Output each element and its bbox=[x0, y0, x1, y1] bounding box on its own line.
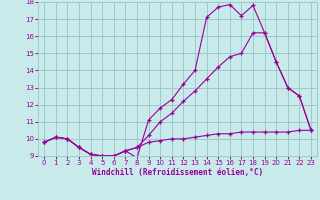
X-axis label: Windchill (Refroidissement éolien,°C): Windchill (Refroidissement éolien,°C) bbox=[92, 168, 263, 177]
